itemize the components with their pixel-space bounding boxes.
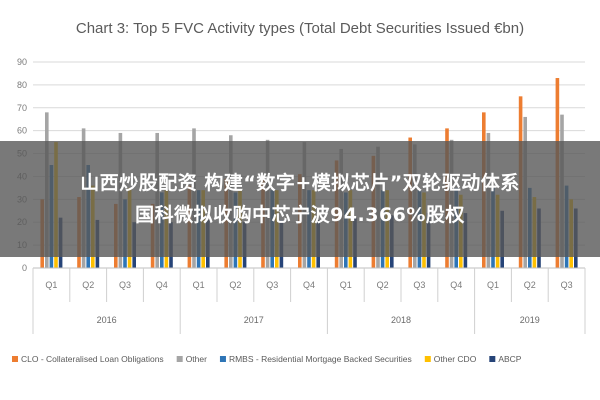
x-tick-label: Q3 xyxy=(561,280,573,290)
x-tick-label: Q2 xyxy=(229,280,241,290)
headline-banner: 山西炒股配资 构建“数字+模拟芯片”双轮驱动体系 国科微拟收购中芯宁波94.36… xyxy=(0,141,600,257)
legend-swatch xyxy=(424,356,431,362)
y-tick-label: 80 xyxy=(17,80,27,90)
x-tick-label: Q2 xyxy=(524,280,536,290)
x-tick-label: Q4 xyxy=(450,280,462,290)
x-tick-label: Q4 xyxy=(303,280,315,290)
x-tick-label: Q1 xyxy=(487,280,499,290)
x-year-label: 2019 xyxy=(520,315,540,325)
legend: CLO - Collateralised Loan Obligations Oth… xyxy=(12,354,522,364)
legend-label: RMBS - Residential Mortgage Backed Secur… xyxy=(229,354,412,364)
x-tick-label: Q1 xyxy=(340,280,352,290)
x-tick-label: Q1 xyxy=(45,280,57,290)
y-tick-label: 0 xyxy=(22,263,27,273)
x-tick-label: Q4 xyxy=(156,280,168,290)
legend-swatch xyxy=(219,356,226,362)
y-tick-label: 60 xyxy=(17,126,27,136)
x-tick-label: Q1 xyxy=(193,280,205,290)
x-axis-ticks: Q1 Q2 Q3 Q4 Q1 Q2 Q3 Q4 Q1 Q2 Q3 Q4 Q1 Q2 Q3 2016 2017 20… xyxy=(32,267,586,334)
x-tick-label: Q3 xyxy=(266,280,278,290)
legend-label: Other CDO xyxy=(434,354,477,364)
x-tick-label: Q2 xyxy=(82,280,94,290)
headline-line-1: 山西炒股配资 构建“数字+模拟芯片”双轮驱动体系 xyxy=(80,172,520,194)
legend-label: Other xyxy=(186,354,207,364)
legend-label: CLO - Collateralised Loan Obligations xyxy=(21,354,164,364)
legend-swatch xyxy=(12,356,18,362)
headline-line-2: 国科微拟收购中芯宁波94.366%股权 xyxy=(135,204,465,226)
legend-swatch xyxy=(489,356,496,362)
x-tick-label: Q3 xyxy=(119,280,131,290)
y-tick-label: 70 xyxy=(17,103,27,113)
x-tick-label: Q3 xyxy=(413,280,425,290)
x-year-label: 2018 xyxy=(391,315,411,325)
x-year-label: 2017 xyxy=(244,315,264,325)
chart-title: Chart 3: Top 5 FVC Activity types (Total… xyxy=(76,20,524,37)
x-tick-label: Q2 xyxy=(377,280,389,290)
y-tick-label: 90 xyxy=(17,57,27,67)
legend-swatch xyxy=(176,356,183,362)
legend-label: ABCP xyxy=(498,354,521,364)
x-year-label: 2016 xyxy=(97,315,117,325)
